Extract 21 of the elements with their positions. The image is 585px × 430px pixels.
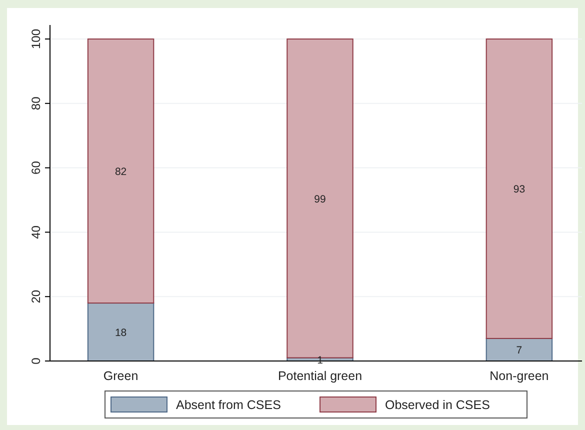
data-label: 99 <box>314 193 326 206</box>
legend-label: Absent from CSES <box>176 398 281 412</box>
data-label: 82 <box>114 166 127 178</box>
y-tick-label: 60 <box>29 160 43 174</box>
y-tick-label: 0 <box>29 357 43 364</box>
x-tick-label: Potential green <box>278 369 362 383</box>
data-label: 93 <box>513 184 526 196</box>
data-label: 1 <box>317 354 324 366</box>
bar <box>486 38 553 339</box>
bar <box>87 38 154 304</box>
x-tick-label: Green <box>103 369 138 383</box>
data-label: 18 <box>114 327 127 340</box>
bar <box>486 338 553 362</box>
x-tick-label: Non-green <box>490 369 549 383</box>
y-tick-label: 100 <box>29 28 43 50</box>
data-label: 7 <box>516 344 522 357</box>
legend-label: Observed in CSES <box>385 398 490 412</box>
y-tick-label: 20 <box>29 290 43 304</box>
y-tick-label: 40 <box>29 225 43 239</box>
y-tick-label: 80 <box>29 96 43 110</box>
bar <box>87 302 154 362</box>
